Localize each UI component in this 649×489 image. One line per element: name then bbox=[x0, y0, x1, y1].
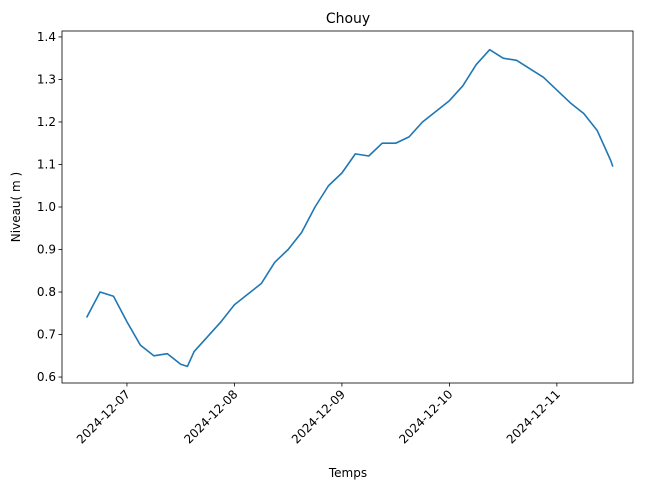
x-tick-label: 2024-12-07 bbox=[74, 387, 133, 446]
y-tick-label: 0.8 bbox=[37, 285, 56, 299]
x-tick-label: 2024-12-11 bbox=[504, 387, 563, 446]
y-tick-label: 0.6 bbox=[37, 370, 56, 384]
y-tick-label: 1.0 bbox=[37, 200, 56, 214]
y-axis-label: Niveau( m ) bbox=[9, 172, 23, 242]
y-tick-label: 1.2 bbox=[37, 115, 56, 129]
y-tick-label: 0.9 bbox=[37, 243, 56, 257]
plot-frame bbox=[61, 30, 634, 384]
x-tick-label: 2024-12-08 bbox=[181, 387, 240, 446]
y-tick-label: 1.4 bbox=[37, 30, 56, 44]
chart-title: Chouy bbox=[326, 11, 370, 27]
data-line bbox=[85, 48, 614, 368]
y-tick-label: 0.7 bbox=[37, 328, 56, 342]
x-tick-label: 2024-12-09 bbox=[289, 387, 348, 446]
x-tick-label: 2024-12-10 bbox=[396, 387, 455, 446]
y-tick-label: 1.1 bbox=[37, 157, 56, 171]
x-axis-label: Temps bbox=[328, 466, 367, 480]
y-tick-label: 1.3 bbox=[37, 72, 56, 86]
